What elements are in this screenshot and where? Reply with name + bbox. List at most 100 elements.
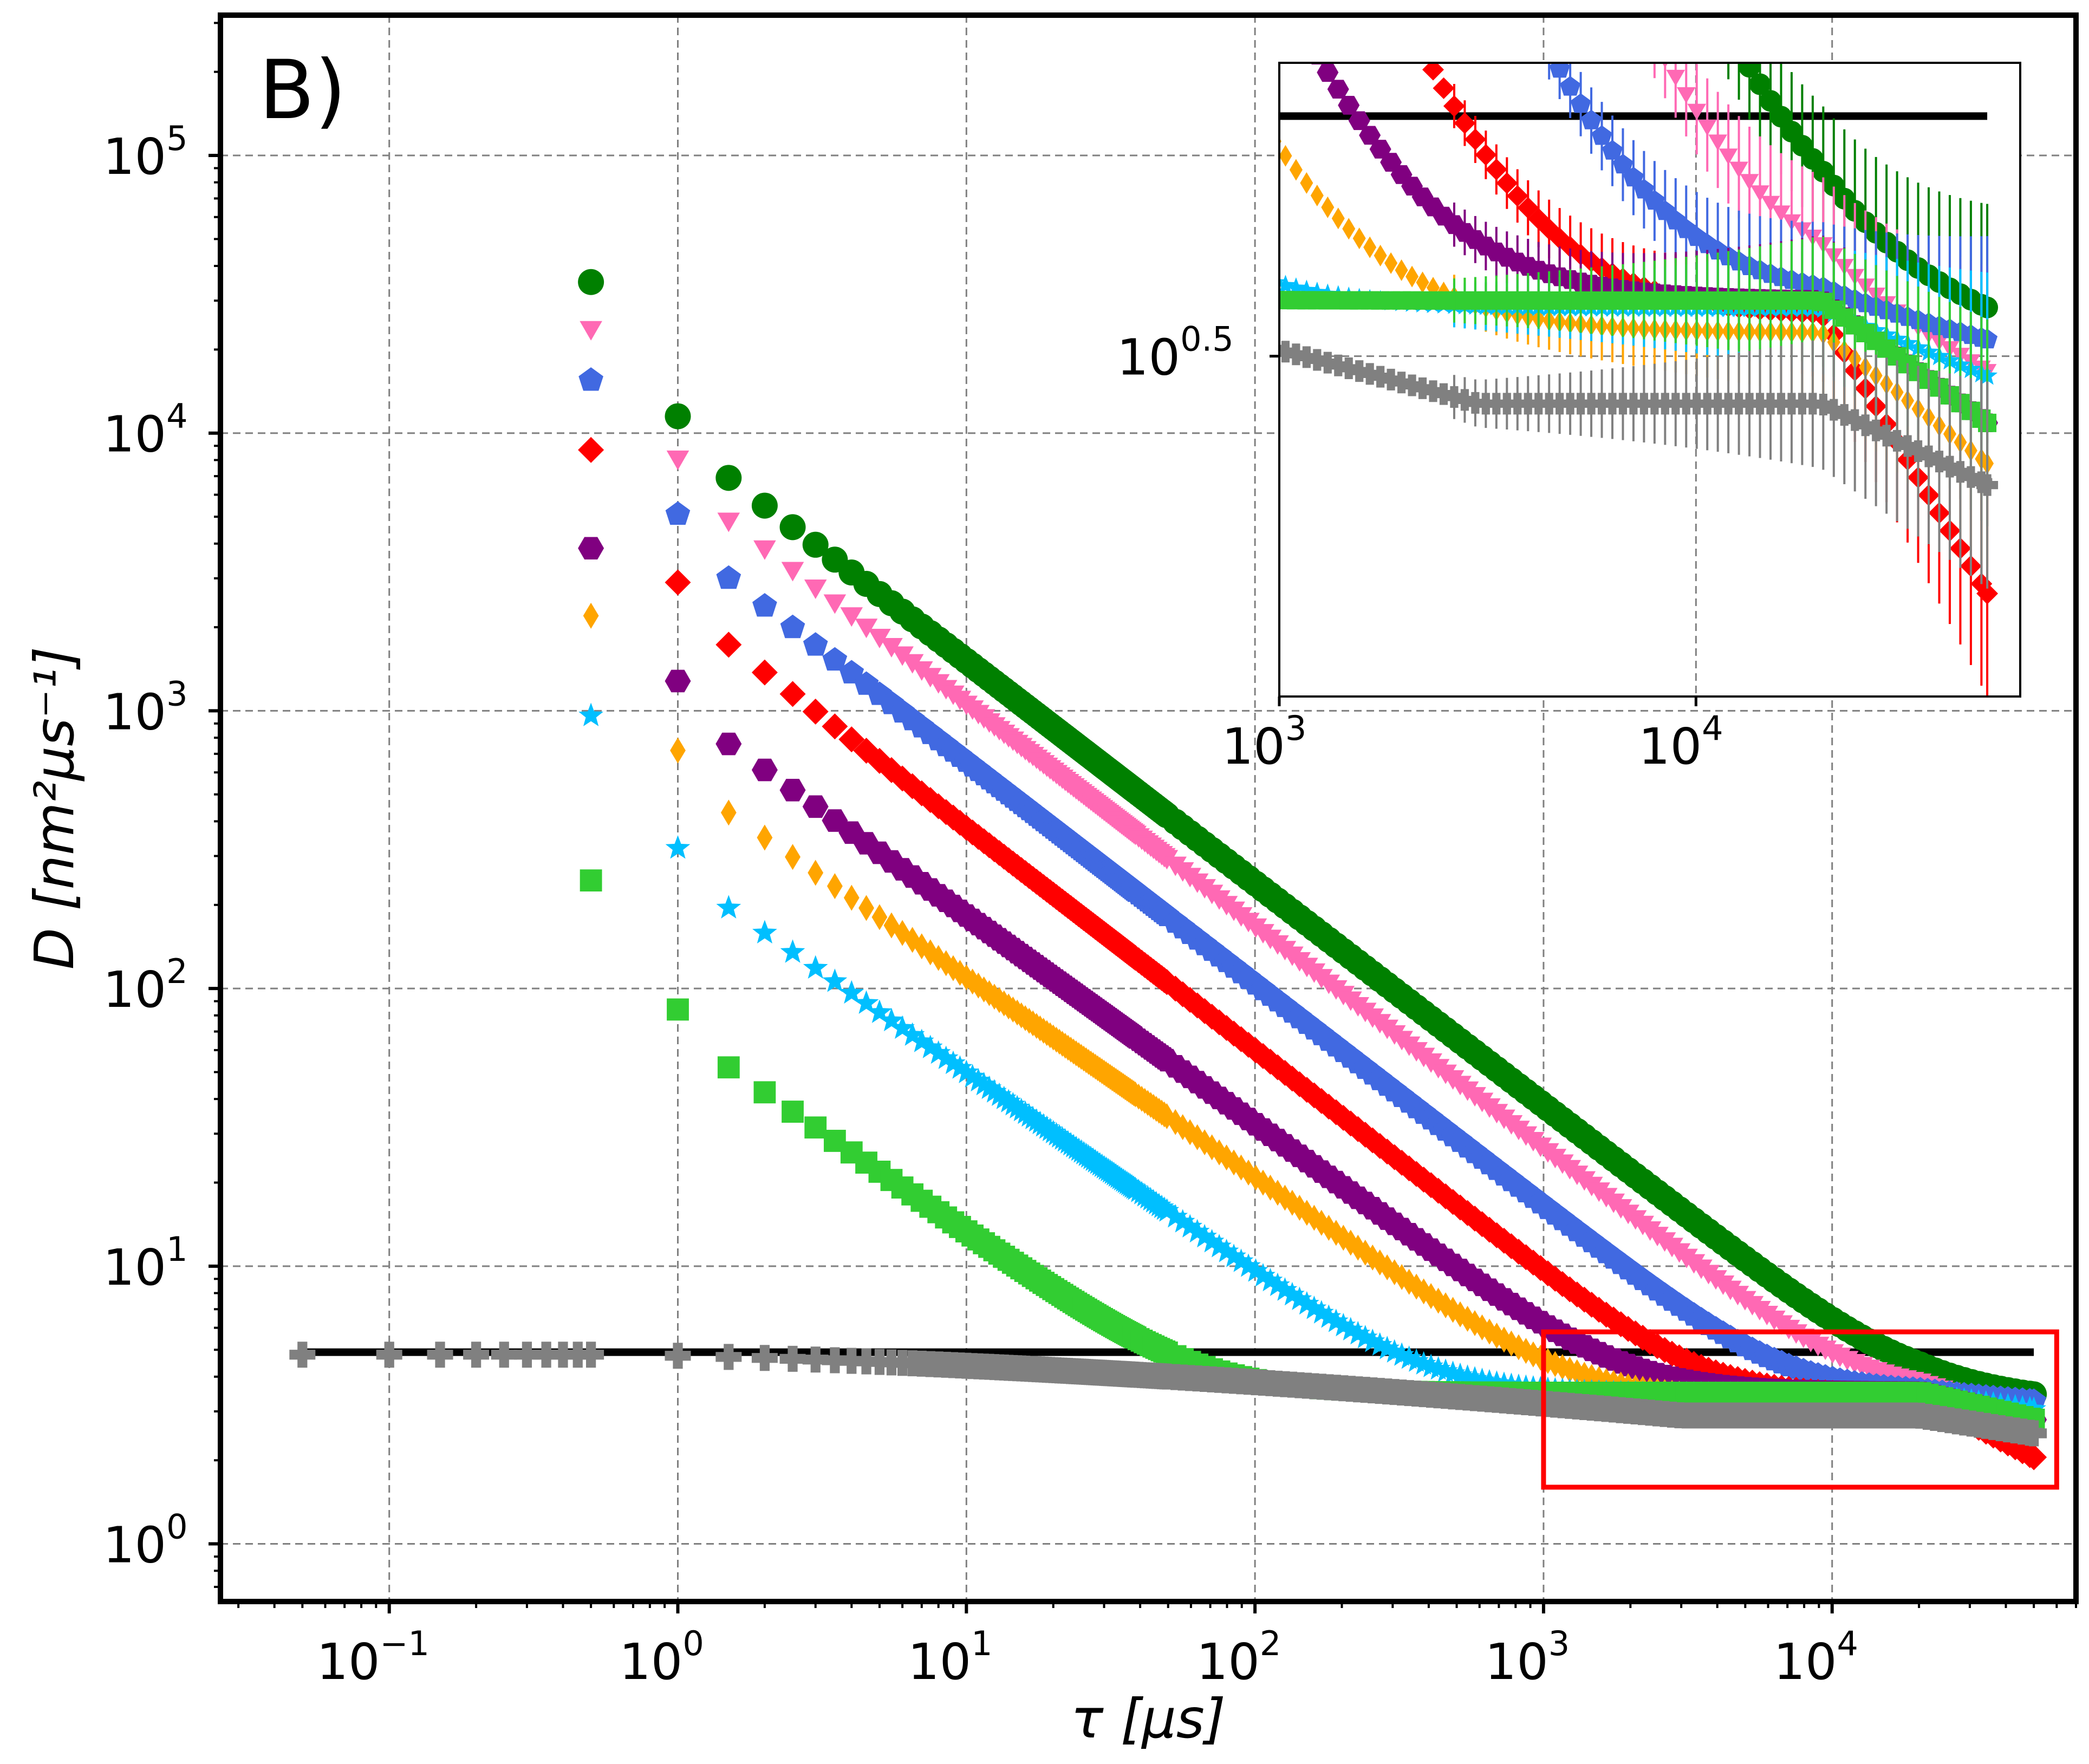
- inset-series-1-point: [1760, 90, 1782, 112]
- series-7-point: [1265, 1272, 1290, 1297]
- inset-series-2-point: [1708, 134, 1727, 151]
- y-tick-label: 103: [103, 674, 188, 741]
- inset-series-2-point: [1772, 205, 1791, 222]
- series-4-point: [715, 632, 742, 658]
- inset-series-3-point: [1528, 20, 1549, 40]
- series-9-point: [289, 1342, 316, 1368]
- series-1-point: [665, 403, 691, 429]
- series-7-point: [977, 1075, 1002, 1099]
- inset-series-4-point: [1443, 95, 1465, 117]
- series-4-point: [779, 681, 806, 707]
- series-2-point: [804, 580, 827, 600]
- series-7-point: [1221, 1244, 1246, 1267]
- series-6-point: [883, 912, 900, 939]
- inset-series-9-point: [1918, 445, 1940, 467]
- series-6-point: [843, 884, 860, 911]
- series-6-point: [958, 964, 974, 991]
- y-tick-label: 101: [103, 1229, 188, 1297]
- inset-series-6-point: [1342, 218, 1356, 240]
- series-7-point: [1316, 1304, 1342, 1328]
- series-7-point: [954, 1059, 979, 1083]
- series-4-point: [2021, 1444, 2047, 1470]
- series-9-point: [463, 1342, 490, 1368]
- series-7-point: [822, 968, 848, 992]
- x-tick-label: 101: [908, 1624, 993, 1691]
- inset-series-4-point: [1496, 172, 1518, 194]
- series-7-point: [890, 1015, 915, 1039]
- inset-series-7-point: [1254, 269, 1274, 288]
- series-7-point: [1345, 1320, 1371, 1345]
- series-5-point: [822, 809, 848, 832]
- series-7-point: [716, 895, 741, 919]
- series-7-point: [1243, 1258, 1268, 1282]
- series-7-point: [1352, 1325, 1378, 1349]
- inset-series-1-point: [1770, 106, 1792, 128]
- main-axes-frame: [218, 12, 2079, 1604]
- inset-series-1-point: [1717, 19, 1739, 41]
- series-7-point: [752, 920, 777, 943]
- inset-series-9-point: [1938, 455, 1961, 478]
- inset-series: [1254, 19, 1999, 697]
- series-6-point: [871, 904, 888, 930]
- series-8-point: [717, 1056, 740, 1079]
- series-9-point: [715, 1344, 742, 1370]
- series-9: [289, 1342, 2047, 1447]
- series-7-point: [1228, 1248, 1254, 1272]
- inset-series-9-point: [1928, 451, 1950, 473]
- series-7-point: [987, 1082, 1012, 1106]
- series-6-point: [757, 824, 773, 851]
- series-6-point: [930, 945, 947, 971]
- inset-series-3-point: [1634, 179, 1655, 199]
- y-axis-label: D [nm²μs⁻¹]: [23, 647, 86, 969]
- series-9-point: [427, 1342, 453, 1368]
- series-7-point: [1301, 1296, 1327, 1319]
- series-7-point: [854, 990, 879, 1014]
- series-8-point: [667, 998, 689, 1021]
- series-7-point: [941, 1050, 966, 1075]
- inset-series-9-point: [1886, 429, 1908, 452]
- inset-series-1-point: [1728, 38, 1750, 60]
- series-2-point: [868, 629, 891, 649]
- inset-series-5-point: [1317, 63, 1339, 82]
- series-7-point: [933, 1045, 959, 1069]
- series-3: [578, 367, 2046, 1412]
- series-6-point: [1255, 1169, 1271, 1196]
- inset-series-3-point: [1570, 93, 1591, 113]
- series-7-point: [1185, 1219, 1210, 1243]
- inset-series-2-point: [1761, 196, 1780, 212]
- series-6-point: [904, 927, 921, 953]
- inset-series-4-point: [1401, 19, 1423, 41]
- series-6-point: [970, 972, 986, 999]
- series-1-point: [779, 514, 806, 541]
- series-7-point: [982, 1079, 1007, 1103]
- series-7-point: [1382, 1339, 1407, 1363]
- inset-series-2-point: [1645, 32, 1664, 49]
- inset-series-4-point: [1454, 112, 1476, 134]
- main-series: [289, 269, 2047, 1470]
- series-5-point: [751, 758, 778, 782]
- y-tick-label: 105: [103, 119, 188, 186]
- series-6-point: [670, 737, 686, 764]
- series-7-point: [867, 999, 892, 1023]
- inset-series-2-point: [1676, 87, 1696, 103]
- series-6-point: [922, 939, 939, 966]
- series-7-point: [780, 939, 805, 963]
- inset-series-4-point: [1506, 185, 1528, 207]
- series-7-point: [909, 1029, 934, 1052]
- series-7-point: [926, 1040, 951, 1064]
- inset-series-8-point: [1255, 291, 1274, 309]
- series-6-point: [1277, 1184, 1293, 1211]
- series-7-point: [1294, 1291, 1319, 1315]
- inset-axes-frame: [1278, 62, 2021, 698]
- inset-series-3-point: [1612, 154, 1634, 174]
- x-axis-ticks: 10−1 100 101 102 103 104: [237, 1602, 2077, 1691]
- inset-series-6-point: [1363, 236, 1377, 258]
- inset-series-3-point: [1560, 76, 1581, 96]
- inset-series-6-point: [1300, 172, 1313, 194]
- series-7-point: [1236, 1253, 1261, 1277]
- inset-series-6-point: [1279, 145, 1292, 167]
- inset-series-6-point: [1310, 185, 1324, 207]
- inset-series-6-point: [1384, 252, 1398, 274]
- series-9-point: [491, 1342, 517, 1368]
- series-7-point: [1338, 1317, 1363, 1340]
